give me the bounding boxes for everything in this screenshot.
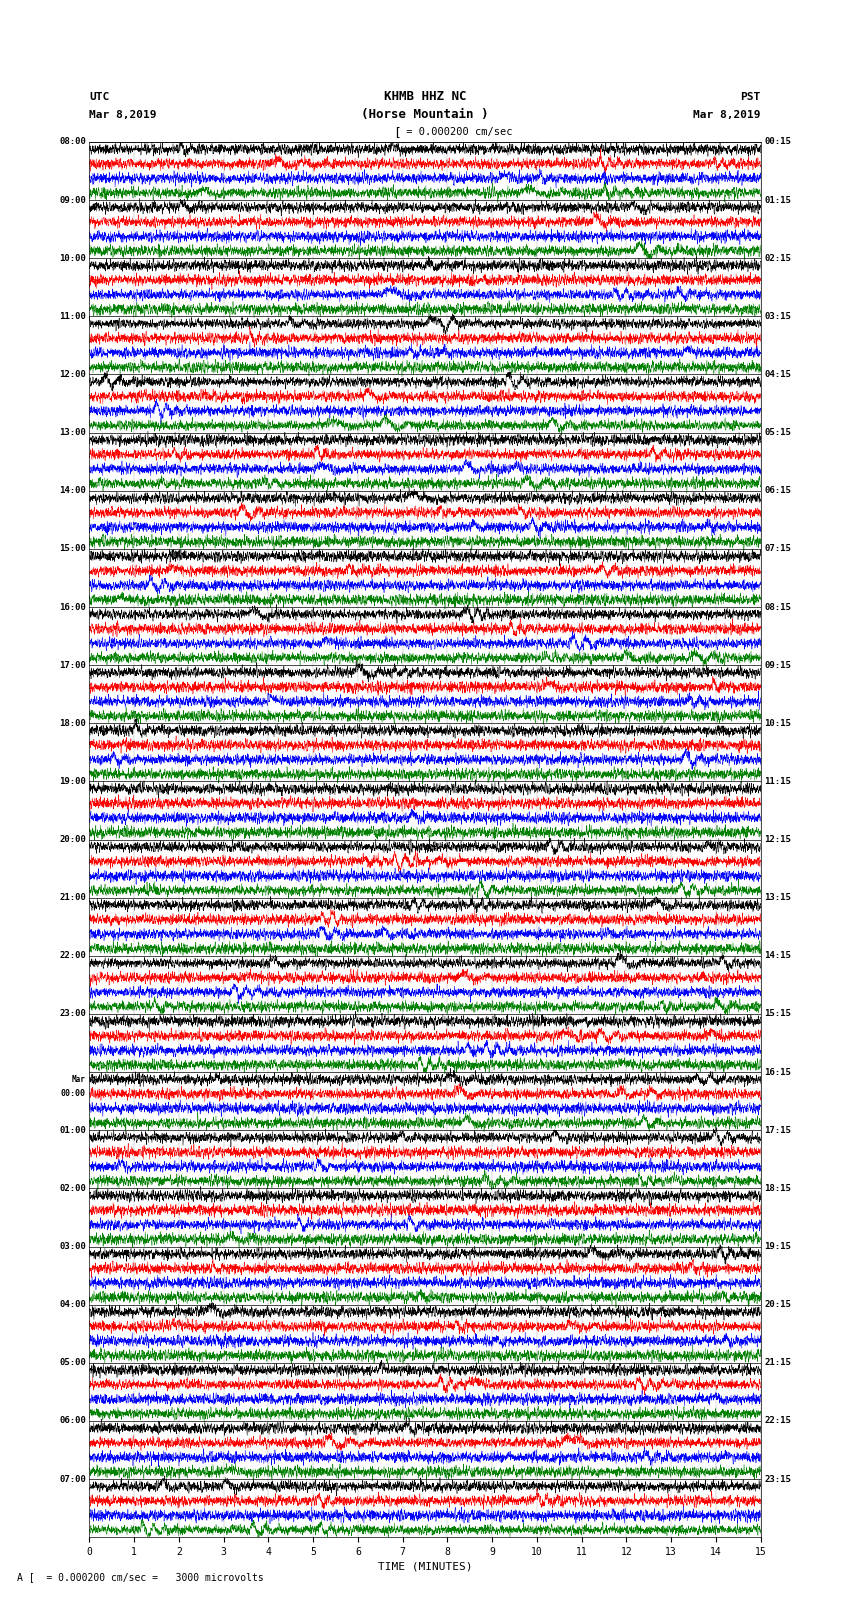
Text: 22:00: 22:00 bbox=[59, 952, 86, 960]
Text: 07:00: 07:00 bbox=[59, 1474, 86, 1484]
Text: Mar: Mar bbox=[72, 1074, 86, 1084]
Text: 05:15: 05:15 bbox=[764, 427, 791, 437]
Text: 09:00: 09:00 bbox=[59, 195, 86, 205]
Text: Mar 8,2019: Mar 8,2019 bbox=[694, 110, 761, 119]
Text: 14:00: 14:00 bbox=[59, 486, 86, 495]
Text: 09:15: 09:15 bbox=[764, 661, 791, 669]
Text: 21:15: 21:15 bbox=[764, 1358, 791, 1368]
Text: 01:15: 01:15 bbox=[764, 195, 791, 205]
Text: 00:00: 00:00 bbox=[61, 1089, 86, 1098]
Text: 12:00: 12:00 bbox=[59, 369, 86, 379]
Text: [: [ bbox=[394, 126, 401, 139]
Text: 20:00: 20:00 bbox=[59, 836, 86, 844]
Text: 11:00: 11:00 bbox=[59, 311, 86, 321]
Text: Mar 8,2019: Mar 8,2019 bbox=[89, 110, 156, 119]
Text: 10:15: 10:15 bbox=[764, 719, 791, 727]
Text: 02:15: 02:15 bbox=[764, 253, 791, 263]
Text: 12:15: 12:15 bbox=[764, 836, 791, 844]
Text: 11:15: 11:15 bbox=[764, 777, 791, 786]
Text: PST: PST bbox=[740, 92, 761, 102]
Text: 21:00: 21:00 bbox=[59, 894, 86, 902]
Text: 10:00: 10:00 bbox=[59, 253, 86, 263]
Text: 00:15: 00:15 bbox=[764, 137, 791, 147]
X-axis label: TIME (MINUTES): TIME (MINUTES) bbox=[377, 1561, 473, 1571]
Text: A [  = 0.000200 cm/sec =   3000 microvolts: A [ = 0.000200 cm/sec = 3000 microvolts bbox=[17, 1573, 264, 1582]
Text: 02:00: 02:00 bbox=[59, 1184, 86, 1194]
Text: 23:15: 23:15 bbox=[764, 1474, 791, 1484]
Text: 04:15: 04:15 bbox=[764, 369, 791, 379]
Text: KHMB HHZ NC: KHMB HHZ NC bbox=[383, 90, 467, 103]
Text: 03:00: 03:00 bbox=[59, 1242, 86, 1252]
Text: 16:00: 16:00 bbox=[59, 603, 86, 611]
Text: 19:00: 19:00 bbox=[59, 777, 86, 786]
Text: 19:15: 19:15 bbox=[764, 1242, 791, 1252]
Text: 18:00: 18:00 bbox=[59, 719, 86, 727]
Text: 08:15: 08:15 bbox=[764, 603, 791, 611]
Text: 04:00: 04:00 bbox=[59, 1300, 86, 1310]
Text: (Horse Mountain ): (Horse Mountain ) bbox=[361, 108, 489, 121]
Text: 23:00: 23:00 bbox=[59, 1010, 86, 1018]
Text: 22:15: 22:15 bbox=[764, 1416, 791, 1426]
Text: 18:15: 18:15 bbox=[764, 1184, 791, 1194]
Text: 17:15: 17:15 bbox=[764, 1126, 791, 1134]
Text: 15:00: 15:00 bbox=[59, 545, 86, 553]
Text: 01:00: 01:00 bbox=[59, 1126, 86, 1134]
Text: 07:15: 07:15 bbox=[764, 545, 791, 553]
Text: = 0.000200 cm/sec: = 0.000200 cm/sec bbox=[400, 127, 512, 137]
Text: 16:15: 16:15 bbox=[764, 1068, 791, 1076]
Text: 15:15: 15:15 bbox=[764, 1010, 791, 1018]
Text: UTC: UTC bbox=[89, 92, 110, 102]
Text: 13:00: 13:00 bbox=[59, 427, 86, 437]
Text: 06:00: 06:00 bbox=[59, 1416, 86, 1426]
Text: 03:15: 03:15 bbox=[764, 311, 791, 321]
Text: 13:15: 13:15 bbox=[764, 894, 791, 902]
Text: 14:15: 14:15 bbox=[764, 952, 791, 960]
Text: 06:15: 06:15 bbox=[764, 486, 791, 495]
Text: 05:00: 05:00 bbox=[59, 1358, 86, 1368]
Text: 20:15: 20:15 bbox=[764, 1300, 791, 1310]
Text: 08:00: 08:00 bbox=[59, 137, 86, 147]
Text: 17:00: 17:00 bbox=[59, 661, 86, 669]
